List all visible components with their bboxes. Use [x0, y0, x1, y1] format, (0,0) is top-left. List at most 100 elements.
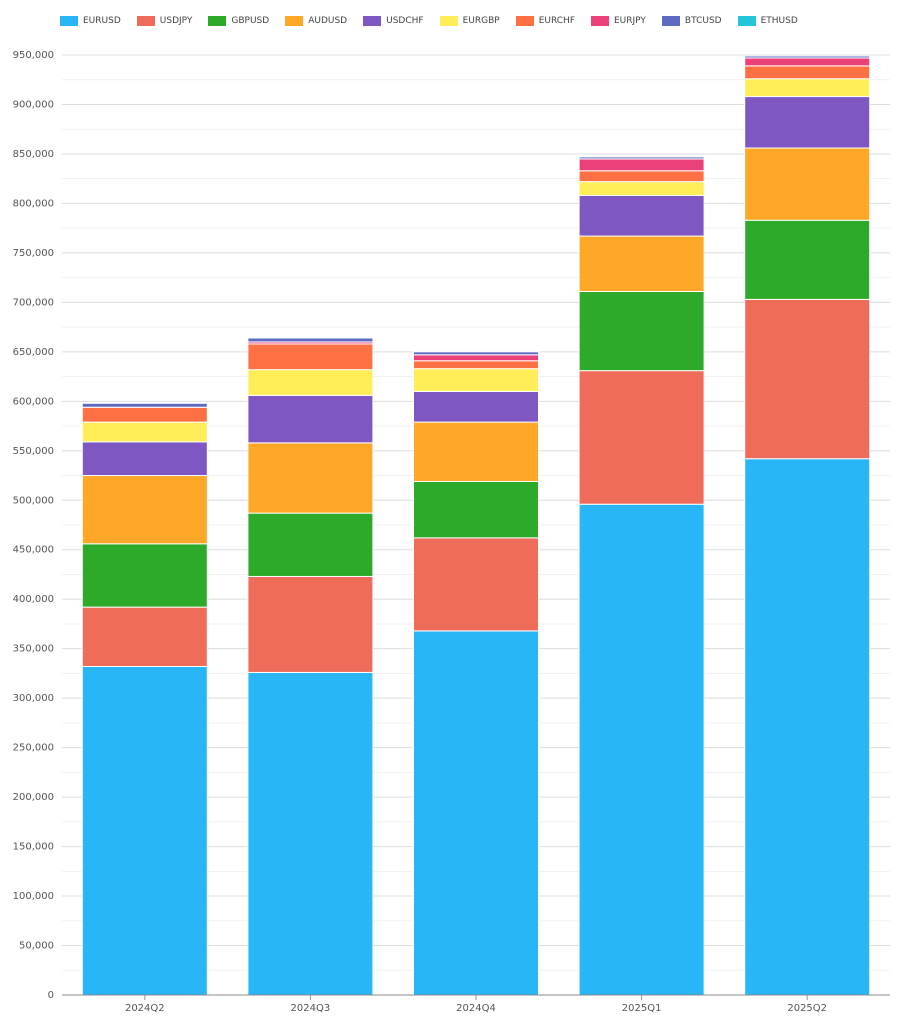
- bar-segment: [413, 421, 539, 482]
- bar-segment: [744, 219, 871, 300]
- bar-segment: [578, 290, 705, 372]
- x-tick-label: 2025Q1: [622, 1003, 662, 1014]
- y-tick-label: 400,000: [13, 594, 54, 605]
- y-tick-label: 950,000: [13, 50, 54, 61]
- legend-swatch: [136, 16, 155, 26]
- bar-segment: [578, 181, 705, 197]
- bar-segment: [247, 442, 374, 514]
- legend-label: EURJPY: [614, 16, 646, 26]
- x-tick-label: 2024Q2: [125, 1003, 165, 1014]
- y-tick-label: 200,000: [13, 792, 54, 803]
- legend-swatch: [515, 16, 534, 26]
- y-tick-label: 850,000: [13, 149, 54, 160]
- bar-segment: [247, 512, 374, 577]
- legend-item[interactable]: USDCHF: [363, 16, 424, 26]
- legend-label: BTCUSD: [684, 16, 722, 26]
- bar-segment: [744, 78, 871, 98]
- x-tick-label: 2024Q3: [291, 1003, 331, 1014]
- legend: EURUSD USDJPY GBPUSD AUDUSD USDCHF EURGBP EURC…: [60, 12, 814, 30]
- bar-segment: [413, 351, 539, 356]
- bar-segment: [81, 543, 208, 608]
- y-tick-label: 300,000: [13, 693, 54, 704]
- legend-label: USDJPY: [159, 16, 193, 26]
- legend-item[interactable]: EURJPY: [591, 16, 646, 26]
- bar-segment: [81, 421, 208, 443]
- bar-segment: [578, 195, 705, 237]
- bar-segment: [247, 671, 374, 996]
- legend-label: ETHUSD: [760, 16, 798, 26]
- legend-item[interactable]: EURGBP: [439, 16, 500, 26]
- legend-swatch: [591, 16, 609, 26]
- y-tick-label: 650,000: [13, 347, 54, 358]
- bar-segment: [247, 394, 374, 444]
- legend-item[interactable]: ETHUSD: [737, 16, 798, 26]
- legend-item[interactable]: AUDUSD: [285, 16, 347, 26]
- y-tick-label: 550,000: [13, 446, 54, 457]
- bar-segment: [413, 630, 539, 996]
- legend-label: GBPUSD: [231, 16, 270, 26]
- y-tick-label: 500,000: [13, 495, 54, 506]
- bar-segment: [744, 147, 871, 221]
- y-tick-label: 600,000: [13, 396, 54, 407]
- y-tick-label: 800,000: [13, 198, 54, 209]
- bar-segment: [247, 369, 374, 396]
- x-tick-label: 2024Q4: [456, 1003, 496, 1014]
- bar-segment: [81, 606, 208, 667]
- legend-item[interactable]: USDJPY: [136, 16, 193, 26]
- y-tick-label: 250,000: [13, 743, 54, 754]
- bar-segment: [81, 475, 208, 545]
- bar-segment: [247, 337, 374, 343]
- bar-segment: [413, 354, 539, 362]
- bar-segment: [413, 537, 539, 632]
- legend-item[interactable]: GBPUSD: [208, 16, 269, 26]
- legend-label: EURGBP: [462, 16, 500, 26]
- bar-segment: [81, 402, 208, 408]
- bar-segment: [413, 480, 539, 539]
- bar-segment: [81, 441, 208, 477]
- legend-swatch: [439, 16, 458, 26]
- bar-segment: [578, 158, 705, 172]
- bar-segment: [578, 370, 705, 505]
- legend-swatch: [737, 16, 756, 26]
- bar-segment: [578, 156, 705, 160]
- y-tick-label: 700,000: [13, 297, 54, 308]
- legend-item[interactable]: EURCHF: [515, 16, 575, 26]
- legend-label: EURCHF: [538, 16, 575, 26]
- y-tick-label: 450,000: [13, 545, 54, 556]
- bar-segment: [247, 343, 374, 371]
- y-tick-label: 50,000: [19, 941, 54, 952]
- bar-segment: [81, 665, 208, 996]
- legend-swatch: [661, 16, 680, 26]
- bar-segment: [413, 390, 539, 423]
- bar-segment: [413, 360, 539, 370]
- y-tick-label: 100,000: [13, 891, 54, 902]
- bar-segment: [247, 575, 374, 673]
- y-tick-label: 150,000: [13, 842, 54, 853]
- bar-segment: [744, 96, 871, 149]
- legend-item[interactable]: BTCUSD: [661, 16, 722, 26]
- legend-swatch: [208, 16, 227, 26]
- x-tick-label: 2025Q2: [787, 1003, 827, 1014]
- legend-label: AUDUSD: [308, 16, 348, 26]
- bar-segment: [413, 368, 539, 392]
- legend-swatch: [60, 16, 78, 26]
- bar-segment: [744, 55, 871, 59]
- y-tick-label: 750,000: [13, 248, 54, 259]
- legend-label: USDCHF: [386, 16, 424, 26]
- bar-segment: [578, 503, 705, 996]
- bar-segment: [744, 57, 871, 67]
- bar-segment: [744, 65, 871, 80]
- legend-swatch: [285, 16, 304, 26]
- y-tick-label: 350,000: [13, 644, 54, 655]
- bar-segment: [578, 170, 705, 183]
- bar-segment: [744, 458, 871, 996]
- y-tick-label: 900,000: [13, 99, 54, 110]
- legend-swatch: [363, 16, 382, 26]
- legend-item[interactable]: EURUSD: [60, 16, 121, 26]
- bar-segment: [81, 406, 208, 423]
- bar-segment: [578, 235, 705, 292]
- bar-segment: [744, 298, 871, 460]
- legend-label: EURUSD: [83, 16, 121, 26]
